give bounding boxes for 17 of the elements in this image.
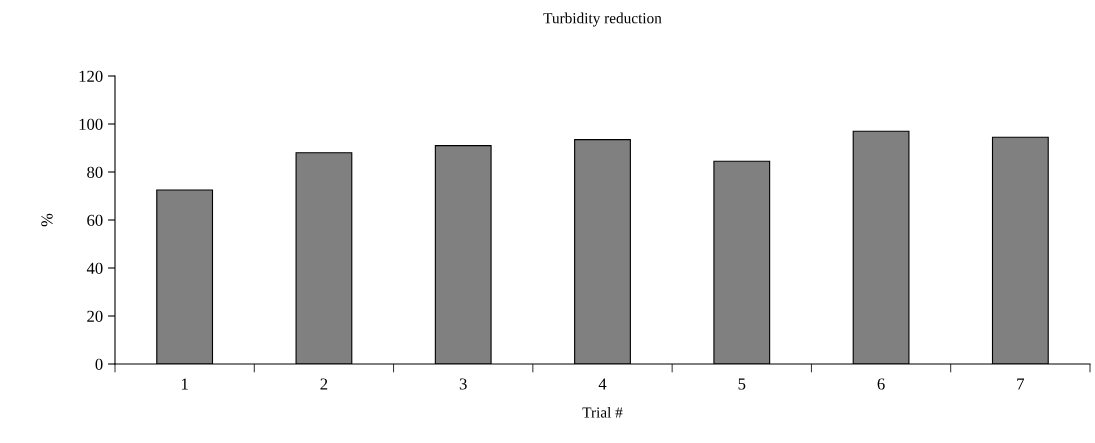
- x-axis-title: Trial #: [582, 406, 623, 418]
- x-tick-label: 2: [320, 378, 328, 390]
- y-tick-label: 120: [79, 70, 103, 82]
- y-tick-label: 0: [95, 358, 103, 370]
- x-tick-label: 6: [877, 378, 885, 390]
- y-tick-label: 80: [87, 166, 103, 178]
- x-tick-label: 7: [1017, 378, 1025, 390]
- x-tick-label: 3: [459, 378, 467, 390]
- y-tick-label: 60: [87, 214, 103, 226]
- y-tick-label: 20: [87, 310, 103, 322]
- y-tick-label: 100: [79, 118, 103, 130]
- y-axis-title: %: [41, 213, 53, 227]
- x-tick-label: 5: [738, 378, 746, 390]
- chart-title: Turbidity reduction: [543, 12, 662, 27]
- y-tick-label: 40: [86, 262, 103, 274]
- x-tick-label: 1: [181, 378, 188, 390]
- x-tick-label: 4: [598, 378, 607, 390]
